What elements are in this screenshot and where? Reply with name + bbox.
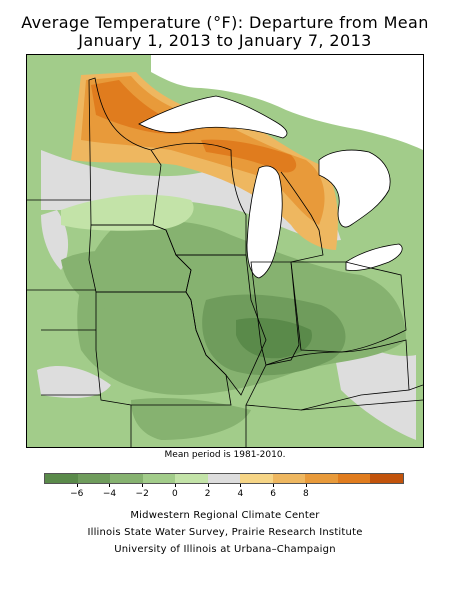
colorbar-tick-mark bbox=[207, 484, 209, 487]
colorbar-swatch bbox=[142, 474, 176, 483]
lake-huron bbox=[318, 149, 391, 228]
colorbar-swatch bbox=[207, 474, 241, 483]
lake-erie bbox=[345, 243, 403, 271]
anomaly-zone-green-south bbox=[131, 398, 251, 440]
colorbar-swatch bbox=[240, 474, 273, 483]
colorbar-tick-label: −2 bbox=[135, 489, 149, 499]
colorbar-tick-label: 8 bbox=[302, 489, 309, 499]
colorbar-swatch bbox=[45, 474, 78, 483]
mean-period-note: Mean period is 1981-2010. bbox=[164, 450, 286, 460]
colorbar-tick-mark bbox=[240, 484, 242, 487]
colorbar-tick-mark bbox=[174, 484, 176, 487]
anomaly-zone-gray-southwest bbox=[37, 365, 111, 398]
colorbar-tick-mark bbox=[109, 484, 111, 487]
state-boundaries bbox=[27, 77, 423, 447]
colorbar-tick-label: 4 bbox=[237, 489, 244, 499]
colorbar-swatch bbox=[110, 474, 143, 483]
colorbar bbox=[44, 473, 404, 484]
colorbar-ticks: −6 −4 −2 0 2 4 6 8 bbox=[44, 484, 404, 504]
anomaly-zone-gray-east bbox=[331, 335, 416, 440]
colorbar-tick-mark bbox=[76, 484, 78, 487]
map-date-range: January 1, 2013 to January 7, 2013 bbox=[78, 31, 372, 50]
colorbar-tick-label: 2 bbox=[204, 489, 211, 499]
lake-michigan bbox=[246, 165, 283, 279]
colorbar-tick-label: −6 bbox=[70, 489, 84, 499]
colorbar-swatch bbox=[175, 474, 208, 483]
credit-line-1: Midwestern Regional Climate Center bbox=[130, 510, 320, 521]
colorbar-tick-label: −4 bbox=[102, 489, 117, 499]
anomaly-zone-green-iowa bbox=[61, 250, 154, 310]
colorbar-tick-label: 6 bbox=[270, 489, 276, 499]
colorbar-swatch bbox=[370, 474, 404, 483]
colorbar-swatch bbox=[305, 474, 338, 483]
credit-line-3: University of Illinois at Urbana–Champai… bbox=[114, 544, 336, 555]
colorbar-swatch bbox=[77, 474, 111, 483]
colorbar-tick-mark bbox=[305, 484, 307, 487]
credit-line-2: Illinois State Water Survey, Prairie Res… bbox=[87, 527, 363, 538]
canada-land-north bbox=[151, 55, 423, 150]
temperature-departure-map bbox=[26, 54, 424, 448]
colorbar-swatch bbox=[337, 474, 371, 483]
anomaly-zone-darkestgreen-core bbox=[236, 318, 312, 359]
anomaly-zone-lightgreen-minnesota bbox=[61, 194, 194, 231]
map-title: Average Temperature (°F): Departure from… bbox=[21, 13, 429, 32]
colorbar-tick-label: 0 bbox=[172, 489, 178, 499]
colorbar-swatch bbox=[272, 474, 306, 483]
colorbar-tick-mark bbox=[273, 484, 275, 487]
lake-superior bbox=[138, 95, 288, 139]
colorbar-tick-mark bbox=[142, 484, 144, 487]
